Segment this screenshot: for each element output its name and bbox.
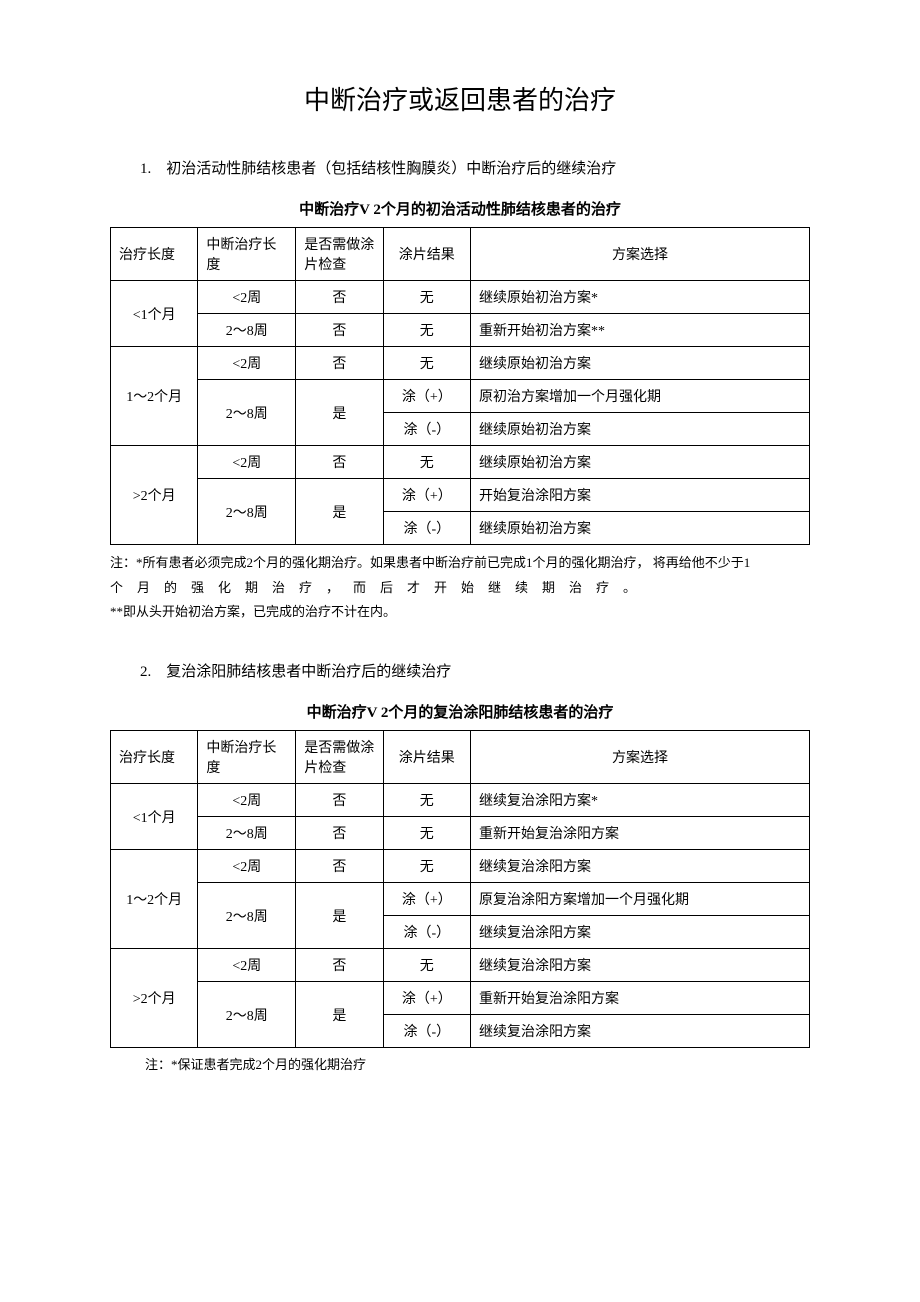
cell-plan: 重新开始复治涂阳方案	[470, 817, 809, 850]
table-row: 1～2个月 <2周 否 无 继续复治涂阳方案	[111, 850, 810, 883]
cell-duration: <1个月	[111, 281, 198, 347]
th-smear-check: 是否需做涂片检查	[296, 228, 383, 281]
cell-duration: >2个月	[111, 446, 198, 545]
footnote-line: **即从头开始初治方案，已完成的治疗不计在内。	[110, 604, 396, 619]
cell-interrupt: <2周	[198, 347, 296, 380]
cell-result: 无	[383, 817, 470, 850]
cell-check: 是	[296, 479, 383, 545]
cell-plan: 继续复治涂阳方案	[470, 1015, 809, 1048]
cell-result: 无	[383, 347, 470, 380]
cell-result: 涂（+）	[383, 883, 470, 916]
cell-plan: 继续原始初治方案	[470, 347, 809, 380]
cell-check: 否	[296, 817, 383, 850]
cell-result: 涂（-）	[383, 916, 470, 949]
cell-result: 无	[383, 949, 470, 982]
th-duration: 治疗长度	[111, 228, 198, 281]
cell-plan: 继续原始初治方案*	[470, 281, 809, 314]
th-duration: 治疗长度	[111, 731, 198, 784]
footnote-line: 注：*所有患者必须完成2个月的强化期治疗。如果患者中断治疗前已完成1个月的强化期…	[110, 555, 750, 570]
cell-interrupt: 2～8周	[198, 380, 296, 446]
table-row: 2～8周 是 涂（+） 原初治方案增加一个月强化期	[111, 380, 810, 413]
cell-result: 涂（-）	[383, 1015, 470, 1048]
table-row: 2～8周 是 涂（+） 开始复治涂阳方案	[111, 479, 810, 512]
cell-result: 无	[383, 446, 470, 479]
cell-result: 涂（-）	[383, 512, 470, 545]
cell-interrupt: <2周	[198, 281, 296, 314]
table-row: 2～8周 否 无 重新开始复治涂阳方案	[111, 817, 810, 850]
table-row: 2～8周 否 无 重新开始初治方案**	[111, 314, 810, 347]
cell-plan: 重新开始初治方案**	[470, 314, 809, 347]
cell-interrupt: <2周	[198, 784, 296, 817]
cell-interrupt: <2周	[198, 949, 296, 982]
cell-interrupt: <2周	[198, 446, 296, 479]
cell-interrupt: 2～8周	[198, 817, 296, 850]
cell-plan: 开始复治涂阳方案	[470, 479, 809, 512]
cell-result: 涂（+）	[383, 982, 470, 1015]
cell-duration: >2个月	[111, 949, 198, 1048]
cell-check: 是	[296, 883, 383, 949]
table-row: <1个月 <2周 否 无 继续原始初治方案*	[111, 281, 810, 314]
cell-check: 否	[296, 446, 383, 479]
cell-plan: 继续复治涂阳方案*	[470, 784, 809, 817]
th-plan: 方案选择	[470, 731, 809, 784]
table2-header-row: 治疗长度 中断治疗长度 是否需做涂片检查 涂片结果 方案选择	[111, 731, 810, 784]
cell-duration: 1～2个月	[111, 347, 198, 446]
table2-footnote: 注：*保证患者完成2个月的强化期治疗	[110, 1054, 810, 1073]
cell-result: 无	[383, 784, 470, 817]
cell-plan: 继续原始初治方案	[470, 512, 809, 545]
table1-caption: 中断治疗V 2个月的初治活动性肺结核患者的治疗	[110, 198, 810, 219]
cell-duration: <1个月	[111, 784, 198, 850]
cell-result: 无	[383, 850, 470, 883]
cell-plan: 继续复治涂阳方案	[470, 916, 809, 949]
table-row: >2个月 <2周 否 无 继续复治涂阳方案	[111, 949, 810, 982]
section2-intro: 2. 复治涂阳肺结核患者中断治疗后的继续治疗	[110, 660, 810, 681]
cell-check: 否	[296, 314, 383, 347]
cell-plan: 继续复治涂阳方案	[470, 949, 809, 982]
th-interrupt: 中断治疗长度	[198, 731, 296, 784]
cell-check: 否	[296, 949, 383, 982]
cell-plan: 继续复治涂阳方案	[470, 850, 809, 883]
th-smear-result: 涂片结果	[383, 228, 470, 281]
table1-header-row: 治疗长度 中断治疗长 度 是否需做涂片检查 涂片结果 方案选择	[111, 228, 810, 281]
cell-interrupt: 2～8周	[198, 982, 296, 1048]
page-title: 中断治疗或返回患者的治疗	[110, 80, 810, 117]
cell-interrupt: 2～8周	[198, 479, 296, 545]
cell-plan: 继续原始初治方案	[470, 446, 809, 479]
table-row: 2～8周 是 涂（+） 重新开始复治涂阳方案	[111, 982, 810, 1015]
cell-check: 是	[296, 982, 383, 1048]
cell-plan: 原复治涂阳方案增加一个月强化期	[470, 883, 809, 916]
table1-footnote: 注：*所有患者必须完成2个月的强化期治疗。如果患者中断治疗前已完成1个月的强化期…	[110, 551, 810, 625]
th-interrupt: 中断治疗长 度	[198, 228, 296, 281]
table-row: 1～2个月 <2周 否 无 继续原始初治方案	[111, 347, 810, 380]
cell-interrupt: <2周	[198, 850, 296, 883]
cell-result: 无	[383, 281, 470, 314]
cell-interrupt: 2～8周	[198, 314, 296, 347]
table-row: <1个月 <2周 否 无 继续复治涂阳方案*	[111, 784, 810, 817]
cell-result: 涂（+）	[383, 479, 470, 512]
cell-plan: 原初治方案增加一个月强化期	[470, 380, 809, 413]
cell-duration: 1～2个月	[111, 850, 198, 949]
cell-plan: 继续原始初治方案	[470, 413, 809, 446]
table-row: 2～8周 是 涂（+） 原复治涂阳方案增加一个月强化期	[111, 883, 810, 916]
cell-interrupt: 2～8周	[198, 883, 296, 949]
table1: 治疗长度 中断治疗长 度 是否需做涂片检查 涂片结果 方案选择 <1个月 <2周…	[110, 227, 810, 545]
footnote-line: 个月的强化期治疗，而后才开始继续期治疗。	[110, 576, 810, 601]
section1-intro: 1. 初治活动性肺结核患者（包括结核性胸膜炎）中断治疗后的继续治疗	[110, 157, 810, 178]
table2-caption: 中断治疗V 2个月的复治涂阳肺结核患者的治疗	[110, 701, 810, 722]
cell-result: 涂（+）	[383, 380, 470, 413]
cell-check: 否	[296, 850, 383, 883]
cell-plan: 重新开始复治涂阳方案	[470, 982, 809, 1015]
cell-check: 否	[296, 347, 383, 380]
th-smear-result: 涂片结果	[383, 731, 470, 784]
th-smear-check: 是否需做涂片检查	[296, 731, 383, 784]
th-plan: 方案选择	[470, 228, 809, 281]
table2: 治疗长度 中断治疗长度 是否需做涂片检查 涂片结果 方案选择 <1个月 <2周 …	[110, 730, 810, 1048]
cell-check: 是	[296, 380, 383, 446]
table-row: >2个月 <2周 否 无 继续原始初治方案	[111, 446, 810, 479]
cell-check: 否	[296, 281, 383, 314]
cell-result: 无	[383, 314, 470, 347]
cell-result: 涂（-）	[383, 413, 470, 446]
cell-check: 否	[296, 784, 383, 817]
